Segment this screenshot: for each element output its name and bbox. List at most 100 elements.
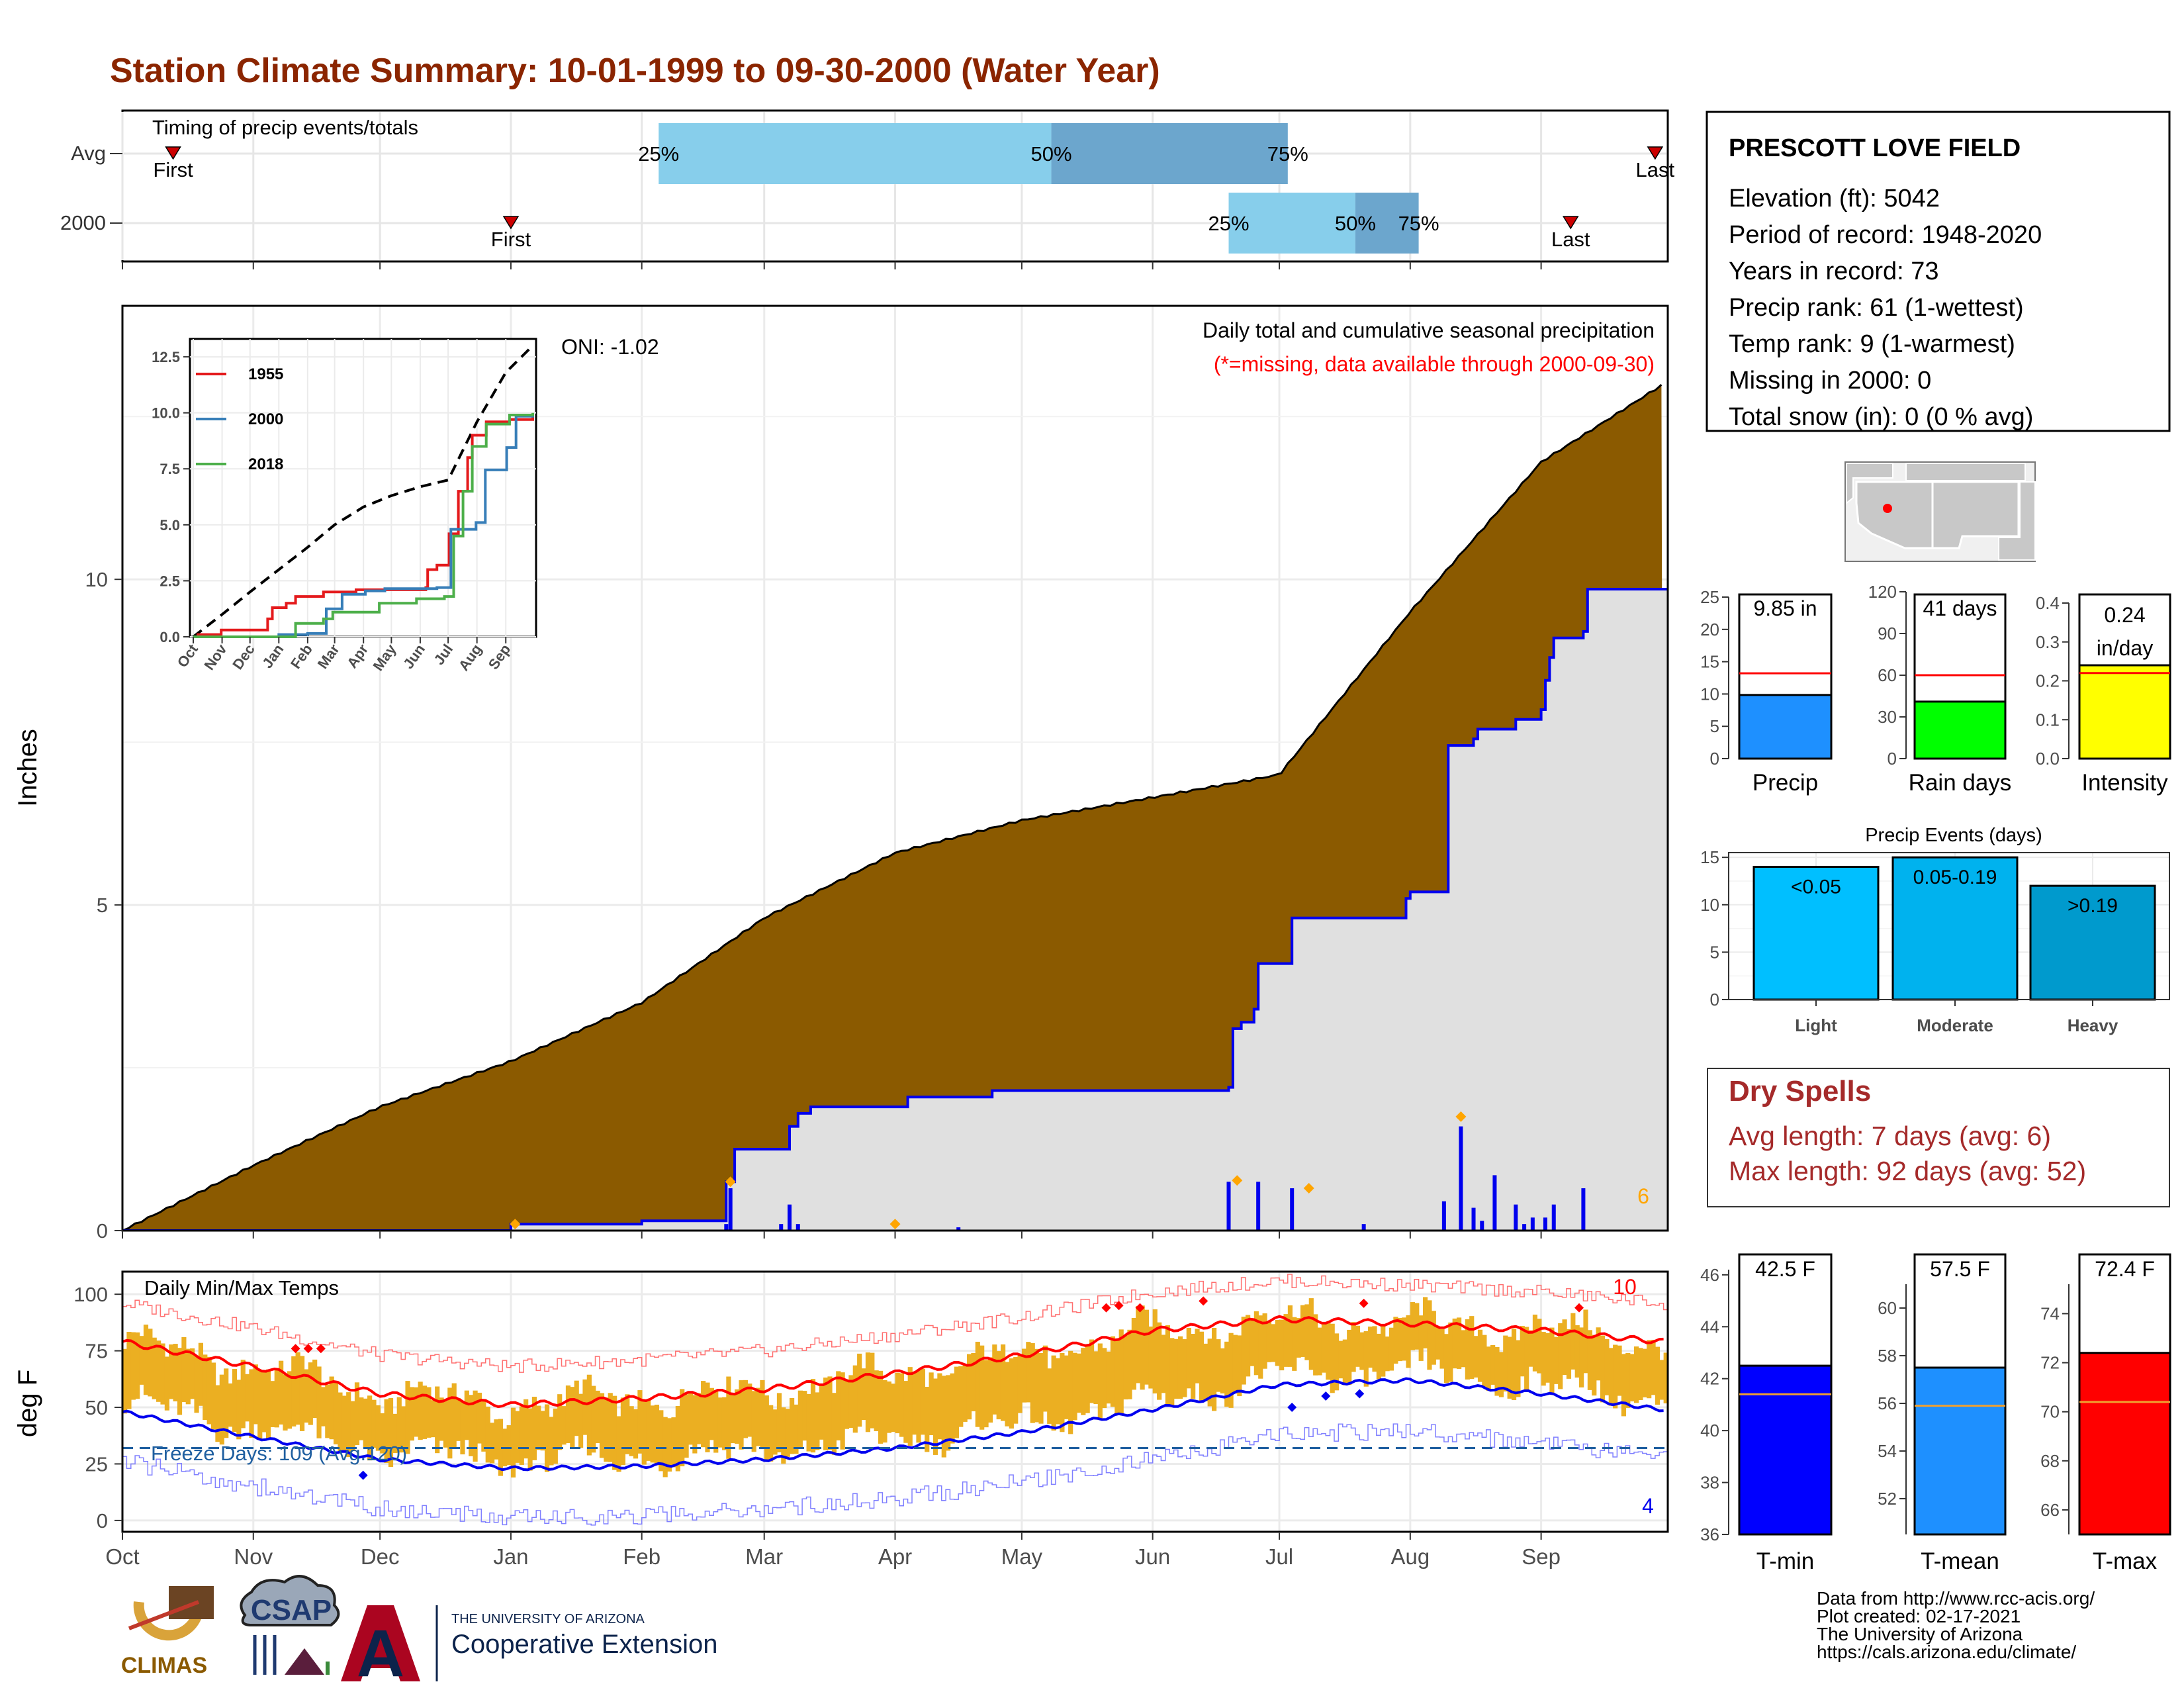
record-low-marker xyxy=(1355,1389,1365,1399)
daily-temp-bar xyxy=(1351,1322,1356,1372)
daily-temp-bar xyxy=(772,1409,778,1455)
record-high-line xyxy=(122,1274,1668,1373)
daily-temp-bar xyxy=(270,1381,275,1427)
daily-temp-bar xyxy=(709,1387,714,1440)
event-y-tick: 0 xyxy=(1710,990,1719,1009)
stat-tick: 5 xyxy=(1710,716,1719,736)
timing-last-marker-label: Last xyxy=(1636,158,1675,181)
record-high-marker xyxy=(303,1344,313,1354)
daily-temp-bar xyxy=(215,1385,220,1442)
daily-precip-bar xyxy=(1459,1126,1463,1231)
intensity-stat-xlabel: Intensity xyxy=(2081,770,2168,796)
rain-days-stat-value-bar xyxy=(1913,700,2007,760)
station-line: Temp rank: 9 (1-warmest) xyxy=(1729,330,2015,358)
timing-p50-label: 50% xyxy=(1335,212,1376,235)
daily-temp-bar xyxy=(743,1380,749,1438)
daily-temp-bar xyxy=(384,1399,389,1464)
daily-temp-bar xyxy=(662,1417,668,1477)
timing-first-marker xyxy=(502,216,520,230)
daily-temp-bar xyxy=(320,1387,326,1427)
climas-logo: CLIMAS xyxy=(113,1586,215,1678)
temp-y-tick: 75 xyxy=(85,1340,108,1363)
daily-temp-bar xyxy=(1304,1304,1310,1360)
timing-p50-label: 50% xyxy=(1031,142,1072,165)
daily-temp-bar xyxy=(135,1332,140,1399)
daily-temp-bar xyxy=(637,1390,643,1454)
stat-tick: 68 xyxy=(2040,1451,2060,1471)
daily-temp-bar xyxy=(912,1372,917,1435)
daily-temp-bar xyxy=(156,1340,161,1402)
stat-tick: 0.2 xyxy=(2036,671,2060,691)
daily-temp-bar xyxy=(1359,1332,1365,1370)
precip-stat: 0 5 10 15 20 25 9.85 in Precip xyxy=(1700,587,1833,796)
daily-temp-bar xyxy=(1486,1346,1491,1391)
daily-temp-bar xyxy=(1638,1348,1643,1400)
daily-temp-bar xyxy=(1308,1298,1314,1370)
daily-temp-bar xyxy=(599,1393,605,1458)
daily-temp-bar xyxy=(1494,1346,1500,1396)
daily-temp-bar xyxy=(257,1370,263,1439)
daily-temp-bar xyxy=(1081,1348,1086,1415)
temp-y-tick: 50 xyxy=(85,1396,108,1419)
station-line: Missing in 2000: 0 xyxy=(1729,367,1931,395)
dry-spells-max: Max length: 92 days (avg: 52) xyxy=(1729,1156,2086,1186)
event-marker xyxy=(510,1219,521,1230)
daily-temp-bar xyxy=(228,1383,233,1427)
inset-series-2018 xyxy=(193,412,534,638)
daily-temp-bar xyxy=(848,1375,854,1428)
daily-temp-bar xyxy=(1313,1314,1318,1376)
y-axis-label: Inches xyxy=(13,729,42,807)
month-tick-label: May xyxy=(1001,1544,1043,1569)
inset-legend-label: 2018 xyxy=(248,455,283,473)
daily-temp-bar xyxy=(1621,1354,1627,1417)
daily-temp-bar xyxy=(338,1392,343,1451)
daily-temp-bar xyxy=(1102,1348,1107,1409)
inset-legend-label: 2000 xyxy=(248,410,283,428)
tmax-stat: 66 68 70 72 74 72.4 F T-max xyxy=(2040,1253,2171,1574)
event-y-tick: 5 xyxy=(1710,942,1719,962)
timing-p25-label: 25% xyxy=(638,142,679,165)
daily-temp-bar xyxy=(1026,1342,1031,1403)
daily-temp-bar xyxy=(210,1362,216,1430)
daily-temp-bar xyxy=(164,1356,169,1411)
daily-temp-bar xyxy=(857,1353,862,1427)
daily-temp-bar xyxy=(447,1387,453,1459)
intensity-stat-unit-label: in/day xyxy=(2097,636,2153,660)
precip-main-panel: Daily total and cumulative seasonal prec… xyxy=(13,305,1669,1243)
daily-temp-bar xyxy=(190,1348,195,1399)
record-low-line xyxy=(122,1423,1668,1526)
daily-temp-bar xyxy=(1064,1355,1069,1419)
y-tick-label: 0 xyxy=(97,1219,108,1243)
daily-temp-bar xyxy=(283,1374,288,1431)
daily-temp-bar xyxy=(1110,1336,1116,1407)
daily-temp-bar xyxy=(435,1386,440,1454)
daily-temp-bar xyxy=(1503,1335,1508,1392)
event-bar-label: >0.19 xyxy=(2068,895,2118,917)
daily-temp-bar xyxy=(439,1397,444,1441)
daily-temp-bar xyxy=(1013,1356,1019,1424)
stat-tick: 42 xyxy=(1700,1369,1719,1389)
month-tick-label: Jun xyxy=(1135,1544,1170,1569)
temp-y-axis-label: deg F xyxy=(13,1370,42,1437)
event-marker xyxy=(725,1176,736,1188)
daily-temp-bar xyxy=(515,1411,520,1463)
daily-temp-bar xyxy=(1355,1325,1361,1367)
daily-temp-bar xyxy=(680,1389,685,1467)
inset-y-tick: 10.0 xyxy=(152,405,180,422)
daily-temp-bar xyxy=(253,1364,258,1425)
event-bar xyxy=(1752,865,1880,1001)
daily-temp-bar xyxy=(1511,1329,1517,1401)
daily-temp-bar xyxy=(790,1398,795,1454)
daily-temp-bar xyxy=(224,1368,229,1438)
daily-temp-bar xyxy=(1334,1333,1340,1391)
daily-temp-bar xyxy=(506,1425,512,1466)
daily-temp-bar xyxy=(367,1395,373,1461)
daily-temp-bar xyxy=(654,1405,660,1466)
daily-temp-bar xyxy=(1262,1313,1267,1369)
daily-temp-bar xyxy=(1152,1309,1158,1394)
rain-days-stat: 0 30 60 90 120 41 days Rain days xyxy=(1868,582,2012,796)
daily-precip-bar xyxy=(1514,1204,1518,1231)
tmin-stat-xlabel: T-min xyxy=(1756,1548,1815,1574)
daily-temp-bar xyxy=(418,1382,423,1440)
daily-temp-bar xyxy=(764,1395,769,1462)
